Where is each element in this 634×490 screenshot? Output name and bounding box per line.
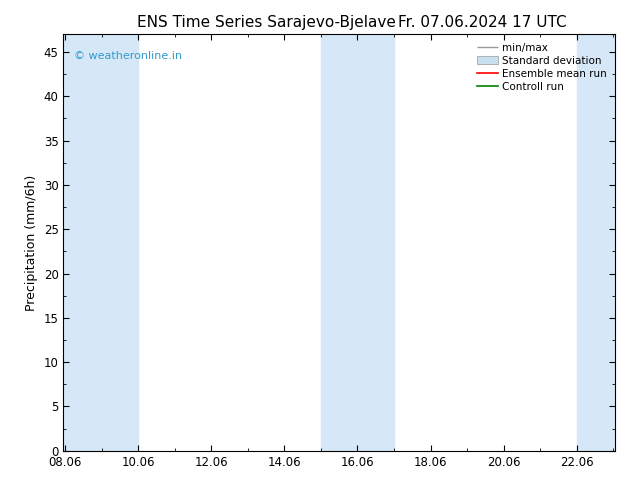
Bar [61,34,101,451]
Legend: min/max, Standard deviation, Ensemble mean run, Controll run: min/max, Standard deviation, Ensemble me… [473,39,611,96]
Bar [321,34,358,451]
Bar [577,34,617,451]
Text: © weatheronline.in: © weatheronline.in [74,51,183,61]
Text: ENS Time Series Sarajevo-Bjelave: ENS Time Series Sarajevo-Bjelave [137,15,396,30]
Y-axis label: Precipitation (mm/6h): Precipitation (mm/6h) [25,174,38,311]
Bar [358,34,394,451]
Text: Fr. 07.06.2024 17 UTC: Fr. 07.06.2024 17 UTC [398,15,566,30]
Bar [101,34,138,451]
